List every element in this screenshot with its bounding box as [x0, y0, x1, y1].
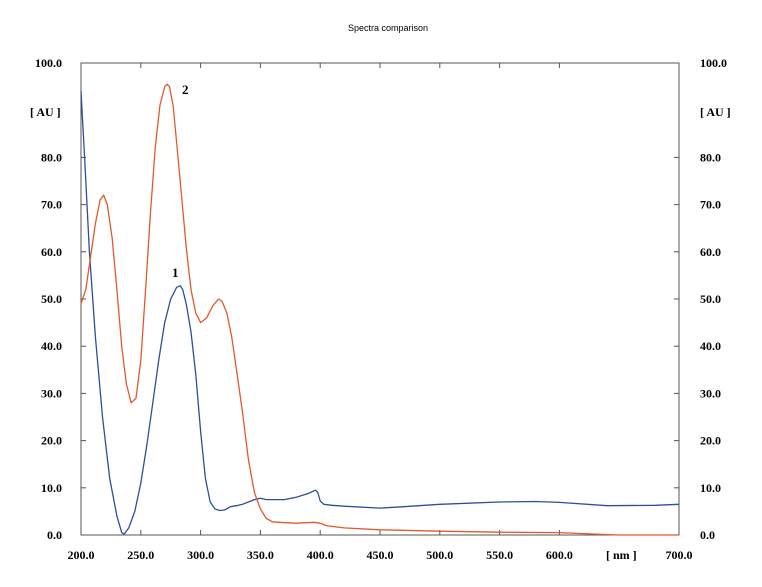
x-tick-label: 300.0	[187, 548, 214, 562]
y-tick-label-right: 40.0	[700, 339, 721, 353]
x-tick-label: 450.0	[367, 548, 394, 562]
y-axis-label-left: [ AU ]	[30, 105, 61, 119]
series-layer	[80, 83, 680, 536]
series-line-2	[80, 83, 679, 536]
series-line-1	[80, 91, 680, 535]
y-tick-label-left: 10.0	[41, 481, 62, 495]
x-tick-label: 350.0	[247, 548, 274, 562]
x-tick-label: 200.0	[68, 548, 95, 562]
y-tick-label-right: 80.0	[700, 150, 721, 164]
peak-label-series-2: 2	[182, 82, 189, 97]
y-tick-label-left: 80.0	[41, 150, 62, 164]
y-tick-label-left: 30.0	[41, 386, 62, 400]
y-tick-label-left: 60.0	[41, 245, 62, 259]
y-tick-label-left: 100.0	[35, 56, 62, 70]
x-tick-label: 250.0	[127, 548, 154, 562]
y-tick-label-right: 30.0	[700, 386, 721, 400]
y-tick-label-right: 100.0	[700, 56, 727, 70]
x-tick-label: 700.0	[666, 548, 693, 562]
y-tick-label-left: 0.0	[47, 528, 62, 542]
y-tick-label-left: 50.0	[41, 292, 62, 306]
x-tick-label: 550.0	[486, 548, 513, 562]
chart-title: Spectra comparison	[348, 23, 428, 33]
x-axis-label: [ nm ]	[606, 548, 637, 562]
y-tick-label-left: 20.0	[41, 434, 62, 448]
y-tick-label-right: 0.0	[700, 528, 715, 542]
x-tick-label: 600.0	[546, 548, 573, 562]
y-tick-label-right: 60.0	[700, 245, 721, 259]
y-tick-label-right: 20.0	[700, 434, 721, 448]
y-tick-label-right: 50.0	[700, 292, 721, 306]
y-tick-label-left: 70.0	[41, 198, 62, 212]
x-tick-label: 400.0	[307, 548, 334, 562]
y-axis-label-right: [ AU ]	[700, 105, 731, 119]
y-tick-label-left: 40.0	[41, 339, 62, 353]
labels-layer: 200.0 250.0 300.0 350.0 400.0 450.0 500.0 550.0…	[35, 56, 727, 562]
y-tick-label-right: 70.0	[700, 198, 721, 212]
x-tick-label: 500.0	[426, 548, 453, 562]
y-tick-label-right: 10.0	[700, 481, 721, 495]
peak-label-series-1: 1	[172, 265, 179, 280]
